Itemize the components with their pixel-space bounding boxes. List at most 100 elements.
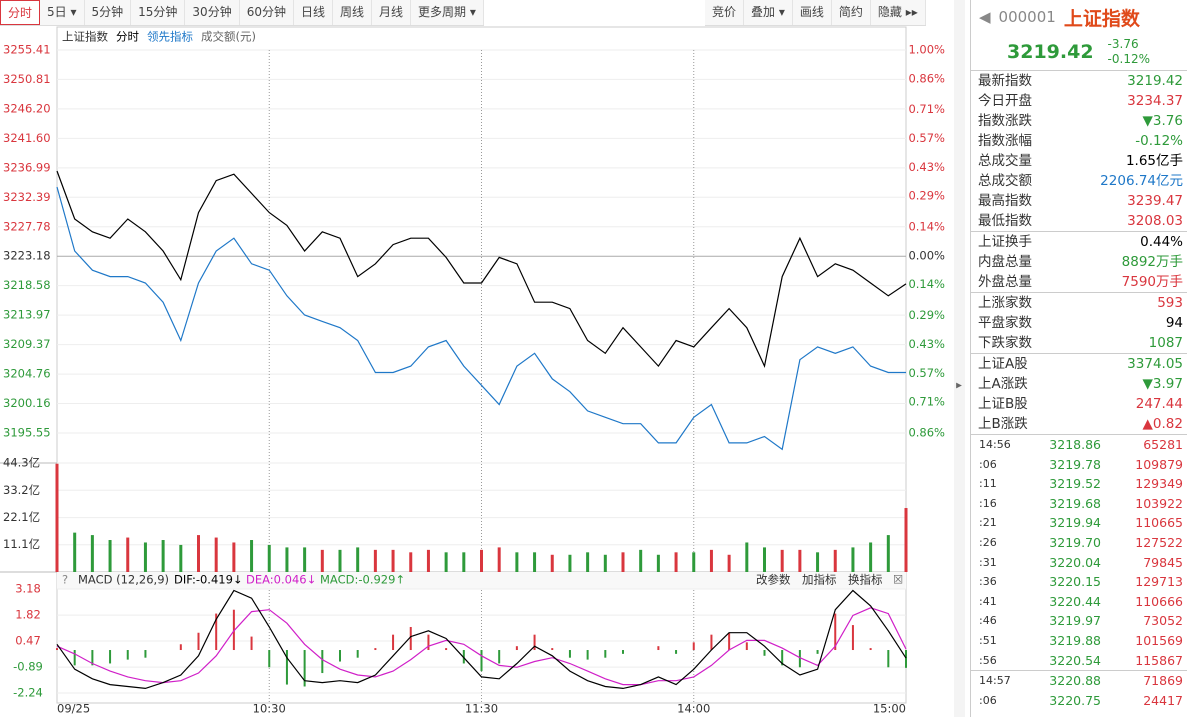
volume-bar bbox=[763, 547, 766, 572]
tick-price: 3220.04 bbox=[1049, 554, 1101, 570]
tool-button[interactable]: 叠加 ▾ bbox=[744, 0, 793, 25]
pct-tick-label: 0.86% bbox=[908, 71, 945, 85]
tool-button[interactable]: 简约 bbox=[831, 0, 871, 25]
volume-bar bbox=[497, 547, 501, 572]
macd-bar bbox=[268, 650, 271, 668]
volume-bar bbox=[126, 537, 130, 572]
macd-button[interactable]: 换指标 bbox=[848, 573, 883, 587]
volume-bar bbox=[745, 542, 749, 572]
stat-label: 外盘总量 bbox=[978, 274, 1032, 290]
tick-time: 14:57 bbox=[979, 674, 1011, 688]
pct-tick-label: 0.57% bbox=[908, 366, 945, 380]
tick-volume: 103922 bbox=[1135, 495, 1183, 511]
tool-button[interactable]: 隐藏 ▸▸ bbox=[870, 0, 926, 25]
period-button[interactable]: 5分钟 bbox=[84, 0, 132, 25]
tick-row: :06 3219.78 109879 bbox=[971, 455, 1187, 475]
volume-bar bbox=[73, 532, 77, 572]
macd-bar bbox=[728, 632, 731, 651]
stat-label: 平盘家数 bbox=[978, 315, 1032, 331]
pct-tick-label: 0.86% bbox=[908, 426, 945, 440]
volume-bar bbox=[833, 549, 837, 572]
quote-panel: ◀ 000001 上证指数 3219.42 -3.76 -0.12% 最新指数 3219.… bbox=[970, 0, 1187, 717]
pct-tick-label: 1.00% bbox=[908, 43, 945, 57]
stat-label: 总成交额 bbox=[978, 173, 1032, 189]
macd-bar bbox=[445, 648, 448, 651]
tick-row: :41 3220.44 110666 bbox=[971, 592, 1187, 612]
change: -3.76 bbox=[1107, 37, 1139, 51]
tick-volume: 129349 bbox=[1135, 476, 1183, 492]
macd-bar bbox=[763, 650, 766, 656]
legend-item: 成交额(元) bbox=[201, 30, 256, 44]
stat-row: 上B涨跌 ▲0.82 bbox=[971, 414, 1187, 434]
prev-arrow[interactable]: ◀ bbox=[979, 8, 991, 26]
stat-row: 上涨家数 593 bbox=[971, 293, 1187, 313]
macd-bar bbox=[622, 650, 624, 654]
volume-bar bbox=[851, 547, 855, 572]
tool-button[interactable]: 画线 bbox=[792, 0, 832, 25]
stat-label: 总成交量 bbox=[978, 153, 1032, 169]
stat-row: 外盘总量 7590万手 bbox=[971, 272, 1187, 292]
x-tick-label: 15:00 bbox=[873, 702, 906, 716]
tick-time: :16 bbox=[979, 496, 997, 510]
splitter-arrow[interactable]: ▸ bbox=[956, 378, 962, 392]
period-button[interactable]: 分时 bbox=[0, 0, 41, 25]
legend-item: 分时 bbox=[116, 30, 139, 44]
macd-bar bbox=[250, 636, 253, 651]
tick-row: :26 3219.70 127522 bbox=[971, 533, 1187, 553]
stat-label: 上A涨跌 bbox=[978, 376, 1028, 392]
period-button[interactable]: 15分钟 bbox=[131, 0, 186, 25]
tick-row: :31 3220.04 79845 bbox=[971, 553, 1187, 573]
tick-volume: 101569 bbox=[1135, 632, 1183, 648]
change-pct: -0.12% bbox=[1107, 52, 1150, 66]
price-line bbox=[56, 170, 907, 369]
stat-value: 0.44% bbox=[1140, 234, 1183, 250]
y-tick-label: 3195.55 bbox=[3, 426, 51, 440]
tick-price: 3219.94 bbox=[1049, 515, 1101, 531]
tick-price: 3219.78 bbox=[1049, 456, 1101, 472]
period-button[interactable]: 更多周期 ▾ bbox=[411, 0, 484, 25]
volume-bar bbox=[692, 552, 696, 572]
stat-value: 3234.37 bbox=[1127, 93, 1183, 109]
close-icon[interactable]: ☒ bbox=[893, 573, 903, 587]
tick-list: 14:56 3218.86 65281:06 3219.78 109879:11 3219… bbox=[971, 435, 1187, 710]
macd-button[interactable]: 改参数 bbox=[756, 573, 791, 587]
macd-bar bbox=[285, 650, 288, 685]
dea-line bbox=[56, 607, 907, 686]
legend-item: 领先指标 bbox=[147, 30, 193, 44]
stat-value: 593 bbox=[1157, 295, 1183, 311]
volume-bar bbox=[108, 540, 112, 572]
macd-button[interactable]: 加指标 bbox=[802, 573, 837, 587]
macd-bar bbox=[179, 644, 182, 651]
period-button[interactable]: 30分钟 bbox=[185, 0, 240, 25]
period-button[interactable]: 60分钟 bbox=[239, 0, 294, 25]
period-button[interactable]: 周线 bbox=[333, 0, 373, 25]
stat-row: 上A涨跌 ▼3.97 bbox=[971, 374, 1187, 394]
y-tick-label: 0.47 bbox=[15, 634, 41, 648]
pct-tick-label: 0.43% bbox=[908, 337, 945, 351]
volume-bar bbox=[179, 544, 183, 572]
macd-bar bbox=[321, 650, 324, 674]
y-tick-label: 11.1亿 bbox=[3, 537, 40, 551]
macd-legend: MACD:-0.929↑ bbox=[320, 573, 405, 587]
period-button[interactable]: 日线 bbox=[293, 0, 333, 25]
stat-row: 最低指数 3208.03 bbox=[971, 211, 1187, 231]
volume-bar bbox=[409, 552, 413, 572]
stat-row: 最高指数 3239.47 bbox=[971, 191, 1187, 211]
stat-value: 94 bbox=[1165, 315, 1183, 331]
tick-volume: 73052 bbox=[1143, 613, 1183, 629]
frame bbox=[56, 26, 907, 704]
volume-bar bbox=[480, 549, 483, 572]
pct-tick-label: 0.29% bbox=[908, 308, 945, 322]
splitter[interactable] bbox=[954, 0, 965, 717]
tick-price: 3219.68 bbox=[1049, 495, 1101, 511]
tool-button[interactable]: 竞价 bbox=[705, 0, 745, 25]
tick-time: :36 bbox=[979, 575, 997, 589]
code: 000001 bbox=[998, 8, 1056, 26]
stat-row: 下跌家数 1087 bbox=[971, 333, 1187, 353]
stat-label: 指数涨跌 bbox=[978, 113, 1032, 129]
x-tick-label: 10:30 bbox=[253, 702, 286, 716]
stat-value: 3208.03 bbox=[1127, 213, 1183, 229]
period-button[interactable]: 5日 ▾ bbox=[40, 0, 85, 25]
period-button[interactable]: 月线 bbox=[372, 0, 412, 25]
